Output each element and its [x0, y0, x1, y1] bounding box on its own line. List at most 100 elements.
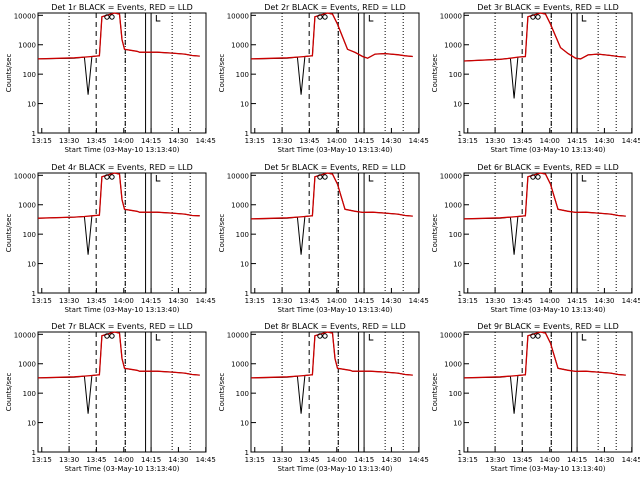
- x-tick-label: 14:00: [540, 137, 560, 145]
- x-tick-label: 13:15: [458, 456, 478, 464]
- x-tick-label: 14:45: [409, 297, 429, 305]
- peak-marker: [317, 14, 323, 20]
- y-tick-label: 1000: [231, 361, 249, 369]
- y-tick-label: 10000: [14, 331, 36, 339]
- y-axis-label: Counts/sec: [431, 373, 439, 412]
- y-axis-label: Counts/sec: [431, 54, 439, 93]
- x-tick-label: 13:45: [299, 297, 319, 305]
- chart-panel: Det 5r BLACK = Events, RED = LLD 1 10 100 10…: [218, 163, 429, 314]
- y-tick-label: 1000: [18, 42, 36, 50]
- y-tick-label: 10: [240, 101, 249, 109]
- y-tick-label: 10: [27, 261, 36, 269]
- x-tick-label: 13:45: [512, 137, 532, 145]
- x-tick-label: 13:45: [299, 137, 319, 145]
- peak-marker: [530, 174, 536, 180]
- y-tick-label: 10: [240, 261, 249, 269]
- red-lld-line: [37, 12, 200, 60]
- y-tick-label: 10000: [227, 172, 249, 180]
- y-axis-label: Counts/sec: [431, 214, 439, 253]
- x-tick-label: 13:30: [485, 456, 505, 464]
- y-tick-label: 1000: [444, 42, 462, 50]
- red-lld-line: [463, 12, 626, 62]
- y-tick-label: 1000: [444, 361, 462, 369]
- chart-title: Det 6r BLACK = Events, RED = LLD: [477, 163, 619, 172]
- x-tick-label: 14:30: [594, 456, 614, 464]
- x-tick-label: 13:30: [272, 297, 292, 305]
- chart-panel: Det 4r BLACK = Events, RED = LLD 1 10 100 10…: [5, 163, 216, 314]
- chart-panel: Det 9r BLACK = Events, RED = LLD 1 10 100 10…: [431, 322, 640, 473]
- bracket-mark: [155, 15, 161, 22]
- x-axis-label: Start Time (03-May-10 13:13:40): [277, 306, 392, 314]
- y-tick-label: 100: [23, 71, 36, 79]
- chart-title: Det 7r BLACK = Events, RED = LLD: [51, 322, 193, 331]
- peak-marker: [104, 174, 110, 180]
- plot-frame: [37, 331, 207, 453]
- y-tick-label: 1: [458, 290, 462, 298]
- x-tick-label: 13:45: [512, 456, 532, 464]
- x-tick-label: 13:15: [32, 456, 52, 464]
- y-tick-label: 100: [449, 71, 462, 79]
- plot-frame: [463, 172, 633, 294]
- y-tick-label: 100: [449, 390, 462, 398]
- x-tick-label: 14:45: [196, 297, 216, 305]
- bracket-mark: [155, 175, 161, 182]
- peak-marker: [535, 333, 541, 339]
- x-tick-label: 14:00: [114, 137, 134, 145]
- y-tick-label: 10: [240, 420, 249, 428]
- y-tick-label: 10: [453, 420, 462, 428]
- chart-title: Det 1r BLACK = Events, RED = LLD: [51, 3, 193, 12]
- x-tick-label: 14:30: [168, 456, 188, 464]
- x-tick-label: 13:45: [86, 456, 106, 464]
- x-tick-label: 13:15: [458, 137, 478, 145]
- bracket-mark: [581, 15, 587, 22]
- y-axis-label: Counts/sec: [218, 373, 226, 412]
- x-tick-label: 13:45: [86, 297, 106, 305]
- x-tick-label: 13:15: [458, 297, 478, 305]
- y-tick-label: 10000: [14, 12, 36, 20]
- y-tick-label: 10: [453, 261, 462, 269]
- chart-panel: Det 3r BLACK = Events, RED = LLD 1 10 100 10…: [431, 3, 640, 154]
- y-tick-label: 1: [245, 449, 249, 457]
- x-tick-label: 14:45: [622, 137, 640, 145]
- x-tick-label: 14:45: [622, 456, 640, 464]
- x-tick-label: 13:15: [245, 297, 265, 305]
- x-tick-label: 14:15: [567, 137, 587, 145]
- x-axis-label: Start Time (03-May-10 13:13:40): [490, 465, 605, 473]
- red-lld-line: [37, 172, 200, 219]
- chart-title: Det 4r BLACK = Events, RED = LLD: [51, 163, 193, 172]
- peak-marker: [109, 333, 115, 339]
- bracket-mark: [581, 334, 587, 341]
- y-tick-label: 100: [236, 71, 249, 79]
- y-tick-label: 1000: [231, 202, 249, 210]
- red-lld-line: [37, 331, 200, 379]
- x-tick-label: 13:30: [59, 456, 79, 464]
- y-tick-label: 100: [236, 231, 249, 239]
- red-lld-line: [463, 331, 626, 379]
- x-axis-label: Start Time (03-May-10 13:13:40): [277, 146, 392, 154]
- y-tick-label: 10000: [440, 331, 462, 339]
- red-lld-line: [250, 331, 413, 379]
- x-tick-label: 13:30: [485, 297, 505, 305]
- x-tick-label: 14:00: [327, 137, 347, 145]
- y-axis-label: Counts/sec: [5, 214, 13, 253]
- x-tick-label: 13:45: [86, 137, 106, 145]
- x-tick-label: 14:15: [354, 297, 374, 305]
- red-lld-line: [463, 172, 626, 220]
- chart-title: Det 8r BLACK = Events, RED = LLD: [264, 322, 406, 331]
- x-tick-label: 13:15: [32, 297, 52, 305]
- chart-title: Det 3r BLACK = Events, RED = LLD: [477, 3, 619, 12]
- red-lld-line: [250, 172, 413, 220]
- x-tick-label: 14:00: [114, 297, 134, 305]
- x-tick-label: 14:45: [409, 456, 429, 464]
- y-axis-label: Counts/sec: [5, 373, 13, 412]
- x-tick-label: 14:15: [567, 297, 587, 305]
- x-tick-label: 14:45: [196, 456, 216, 464]
- x-tick-label: 14:00: [540, 456, 560, 464]
- y-axis-label: Counts/sec: [218, 214, 226, 253]
- x-tick-label: 14:45: [196, 137, 216, 145]
- y-tick-label: 1: [32, 290, 36, 298]
- chart-panel: Det 7r BLACK = Events, RED = LLD 1 10 100 10…: [5, 322, 216, 473]
- chart-title: Det 9r BLACK = Events, RED = LLD: [477, 322, 619, 331]
- x-tick-label: 13:30: [272, 456, 292, 464]
- chart-title: Det 5r BLACK = Events, RED = LLD: [264, 163, 406, 172]
